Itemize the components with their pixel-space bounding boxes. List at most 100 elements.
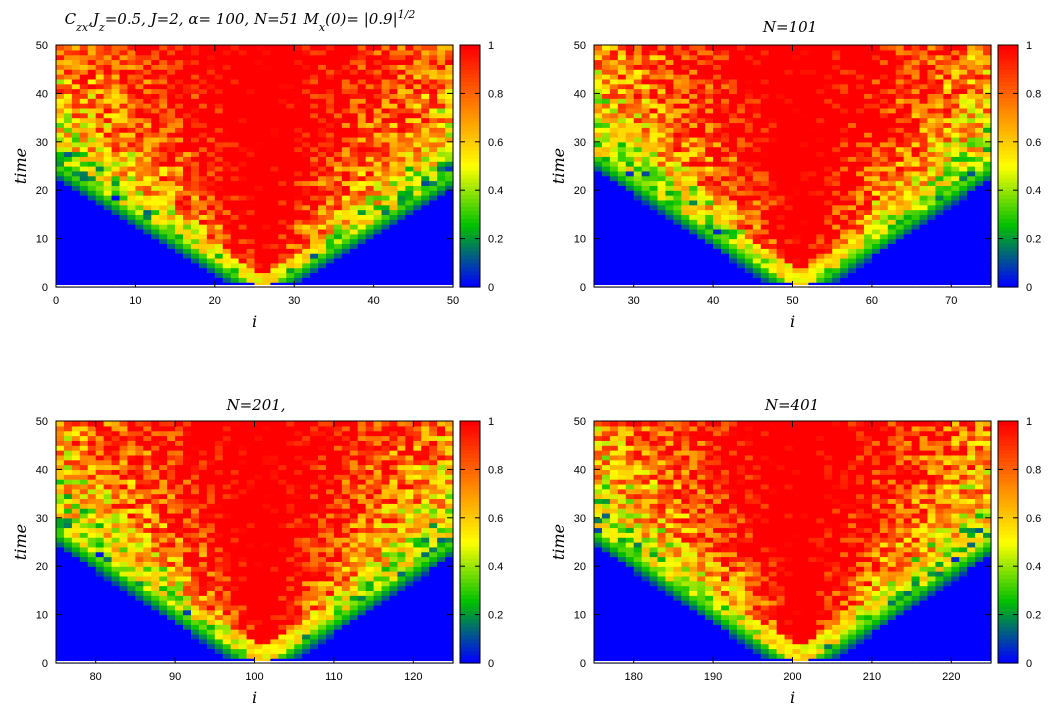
heatmap-cell [159, 93, 168, 99]
heatmap-cell [135, 132, 144, 138]
heatmap-cell [808, 112, 817, 119]
heatmap-cell [56, 219, 65, 225]
heatmap-cell [190, 112, 200, 119]
heatmap-cell [254, 103, 264, 109]
heatmap-cell [728, 122, 738, 128]
heatmap-cell [744, 219, 754, 225]
heatmap-cell [365, 156, 375, 162]
heatmap-cell [111, 156, 121, 162]
heatmap-cell [310, 136, 319, 143]
heatmap-cell [349, 262, 359, 269]
heatmap-cell [333, 214, 343, 220]
heatmap-cell [895, 199, 905, 206]
heatmap-cell [689, 107, 698, 114]
heatmap-cell [135, 45, 144, 51]
heatmap-cell [183, 253, 192, 259]
heatmap-cell [792, 253, 802, 259]
heatmap-cell [230, 122, 240, 128]
heatmap-cell [135, 49, 144, 56]
heatmap-cell [71, 185, 81, 191]
heatmap-cell [832, 122, 841, 128]
heatmap-cell [935, 156, 944, 162]
heatmap-cell [919, 146, 929, 153]
heatmap-cell [357, 228, 367, 235]
heatmap-cell [357, 253, 367, 259]
heatmap-cell [617, 74, 627, 80]
heatmap-cell [697, 267, 706, 274]
heatmap-cell [927, 127, 937, 133]
heatmap-cell [381, 224, 391, 230]
heatmap-cell [198, 209, 208, 215]
heatmap-cell [871, 112, 881, 119]
heatmap-cell [665, 107, 674, 114]
heatmap-cell [214, 233, 224, 240]
heatmap-cell [151, 83, 160, 90]
heatmap-cell [318, 141, 327, 148]
heatmap-cell [119, 93, 129, 99]
heatmap-cell [919, 170, 929, 177]
heatmap-cell [421, 170, 430, 177]
heatmap-cell [792, 219, 802, 225]
heatmap-cell [760, 166, 770, 172]
heatmap-cell [959, 146, 968, 153]
heatmap-cell [856, 161, 865, 167]
heatmap-cell [951, 228, 960, 235]
heatmap-cell [832, 156, 841, 162]
heatmap-cell [445, 257, 454, 264]
heatmap-cell [649, 74, 659, 80]
heatmap-cell [341, 93, 351, 99]
heatmap-cell [357, 214, 367, 220]
heatmap-cell [246, 136, 256, 143]
heatmap-cell [421, 83, 430, 90]
heatmap-cell [103, 175, 113, 182]
heatmap-cell [278, 88, 287, 94]
heatmap-cell [840, 233, 849, 240]
heatmap-cell [879, 103, 889, 109]
heatmap-cell [349, 277, 359, 283]
heatmap-cell [919, 277, 929, 283]
heatmap-cell [776, 219, 786, 225]
heatmap-cell [657, 141, 667, 148]
heatmap-cell [641, 156, 651, 162]
heatmap-cell [389, 214, 399, 220]
heatmap-cell [135, 78, 144, 85]
heatmap-cell [222, 78, 232, 85]
heatmap-cell [151, 132, 160, 138]
heatmap-cell [63, 219, 73, 225]
heatmap-cell [278, 219, 287, 225]
heatmap-cell [919, 209, 929, 215]
heatmap-cell [270, 88, 279, 94]
heatmap-cell [776, 98, 786, 104]
heatmap-cell [349, 127, 359, 133]
heatmap-cell [167, 83, 176, 90]
heatmap-cell [856, 282, 865, 288]
heatmap-cell [175, 277, 184, 283]
heatmap-cell [895, 127, 905, 133]
heatmap-cell [302, 228, 311, 235]
heatmap-cell [752, 253, 762, 259]
heatmap-cell [784, 98, 794, 104]
heatmap-cell [357, 146, 367, 153]
heatmap-cell [143, 132, 152, 138]
heatmap-cell [333, 166, 343, 172]
heatmap-cell [405, 195, 414, 201]
heatmap-cell [349, 199, 359, 206]
heatmap-cell [238, 180, 248, 186]
heatmap-cell [895, 175, 905, 182]
heatmap-cell [413, 69, 422, 75]
heatmap-cell [887, 146, 897, 153]
heatmap-cell [768, 112, 778, 119]
heatmap-cell [246, 59, 256, 65]
heatmap-cell [800, 248, 809, 254]
heatmap-cell [71, 98, 81, 104]
heatmap-cell [919, 224, 929, 230]
heatmap-cell [625, 64, 635, 70]
y-tick-label: 10 [36, 234, 48, 246]
heatmap-cell [641, 151, 651, 157]
heatmap-cell [222, 243, 232, 249]
heatmap-cell [689, 257, 698, 264]
heatmap-cell [760, 248, 770, 254]
heatmap-cell [190, 170, 200, 177]
heatmap-cell [681, 257, 690, 264]
heatmap-cell [151, 272, 160, 278]
